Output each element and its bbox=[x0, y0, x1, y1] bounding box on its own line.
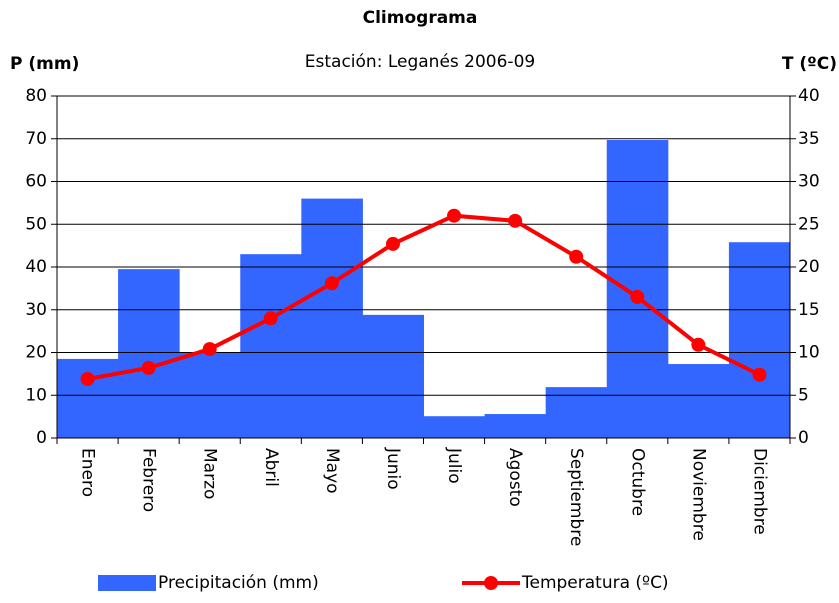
temperature-point bbox=[202, 342, 217, 357]
temperature-point bbox=[508, 213, 523, 228]
y-tick-label: 10 bbox=[25, 385, 47, 405]
bar bbox=[728, 242, 791, 438]
y-tick-label: 20 bbox=[25, 343, 47, 363]
bar bbox=[423, 416, 486, 438]
x-tick-label: Septiembre bbox=[566, 448, 586, 546]
y2-tick-label: 40 bbox=[798, 86, 820, 106]
bar bbox=[57, 358, 119, 438]
y-axis-label: P (mm) bbox=[10, 54, 79, 74]
bar bbox=[606, 140, 669, 438]
y2-tick-label: 10 bbox=[798, 343, 820, 363]
x-tick-label: Febrero bbox=[139, 448, 159, 512]
y2-tick-label: 5 bbox=[798, 385, 809, 405]
bar bbox=[362, 314, 424, 438]
y-tick-label: 30 bbox=[25, 300, 47, 320]
x-tick-label: Noviembre bbox=[688, 448, 708, 541]
bar bbox=[301, 198, 363, 438]
temperature-point bbox=[263, 311, 278, 326]
temperature-point bbox=[569, 249, 584, 264]
temperature-point bbox=[80, 372, 95, 387]
temperature-point bbox=[630, 289, 645, 304]
temperature-point bbox=[691, 337, 706, 352]
chart-subtitle: Estación: Leganés 2006-09 bbox=[305, 52, 535, 72]
y-tick-label: 40 bbox=[25, 257, 47, 277]
x-tick-label: Enero bbox=[78, 448, 98, 497]
temperature-point bbox=[141, 360, 156, 375]
bar bbox=[484, 414, 547, 438]
legend-swatch bbox=[484, 576, 498, 590]
y-tick-label: 60 bbox=[25, 172, 47, 192]
y2-tick-label: 30 bbox=[798, 172, 820, 192]
temperature-line bbox=[87, 213, 761, 381]
y2-tick-label: 25 bbox=[798, 214, 820, 234]
y-tick-label: 70 bbox=[25, 129, 47, 149]
x-tick-label: Agosto bbox=[505, 448, 525, 507]
x-tick-label: Mayo bbox=[322, 448, 342, 494]
bar bbox=[667, 364, 730, 438]
y2-tick-label: 15 bbox=[798, 300, 820, 320]
y2-axis-label: T (ºC) bbox=[782, 54, 837, 74]
x-tick-label: Marzo bbox=[200, 448, 220, 499]
temperature-point bbox=[385, 236, 400, 251]
chart-title: Climograma bbox=[363, 8, 478, 28]
temperature-point bbox=[324, 276, 339, 291]
x-tick-label: Diciembre bbox=[749, 448, 769, 535]
y2-tick-label: 20 bbox=[798, 257, 820, 277]
y-tick-label: 0 bbox=[36, 428, 47, 448]
temperature-point bbox=[752, 367, 767, 382]
legend-label: Precipitación (mm) bbox=[158, 573, 319, 593]
y2-tick-label: 35 bbox=[798, 129, 820, 149]
x-tick-label: Julio bbox=[444, 447, 464, 484]
y-tick-label: 50 bbox=[25, 214, 47, 234]
legend-swatch bbox=[98, 575, 156, 591]
x-tick-label: Octubre bbox=[627, 448, 647, 516]
bar bbox=[240, 254, 302, 438]
legend-label: Temperatura (ºC) bbox=[521, 573, 669, 593]
x-tick-label: Junio bbox=[383, 447, 403, 490]
y2-tick-label: 0 bbox=[798, 428, 809, 448]
x-tick-label: Abril bbox=[261, 448, 281, 487]
bar bbox=[118, 269, 180, 438]
y-tick-label: 80 bbox=[25, 86, 47, 106]
temperature-point bbox=[447, 208, 462, 223]
